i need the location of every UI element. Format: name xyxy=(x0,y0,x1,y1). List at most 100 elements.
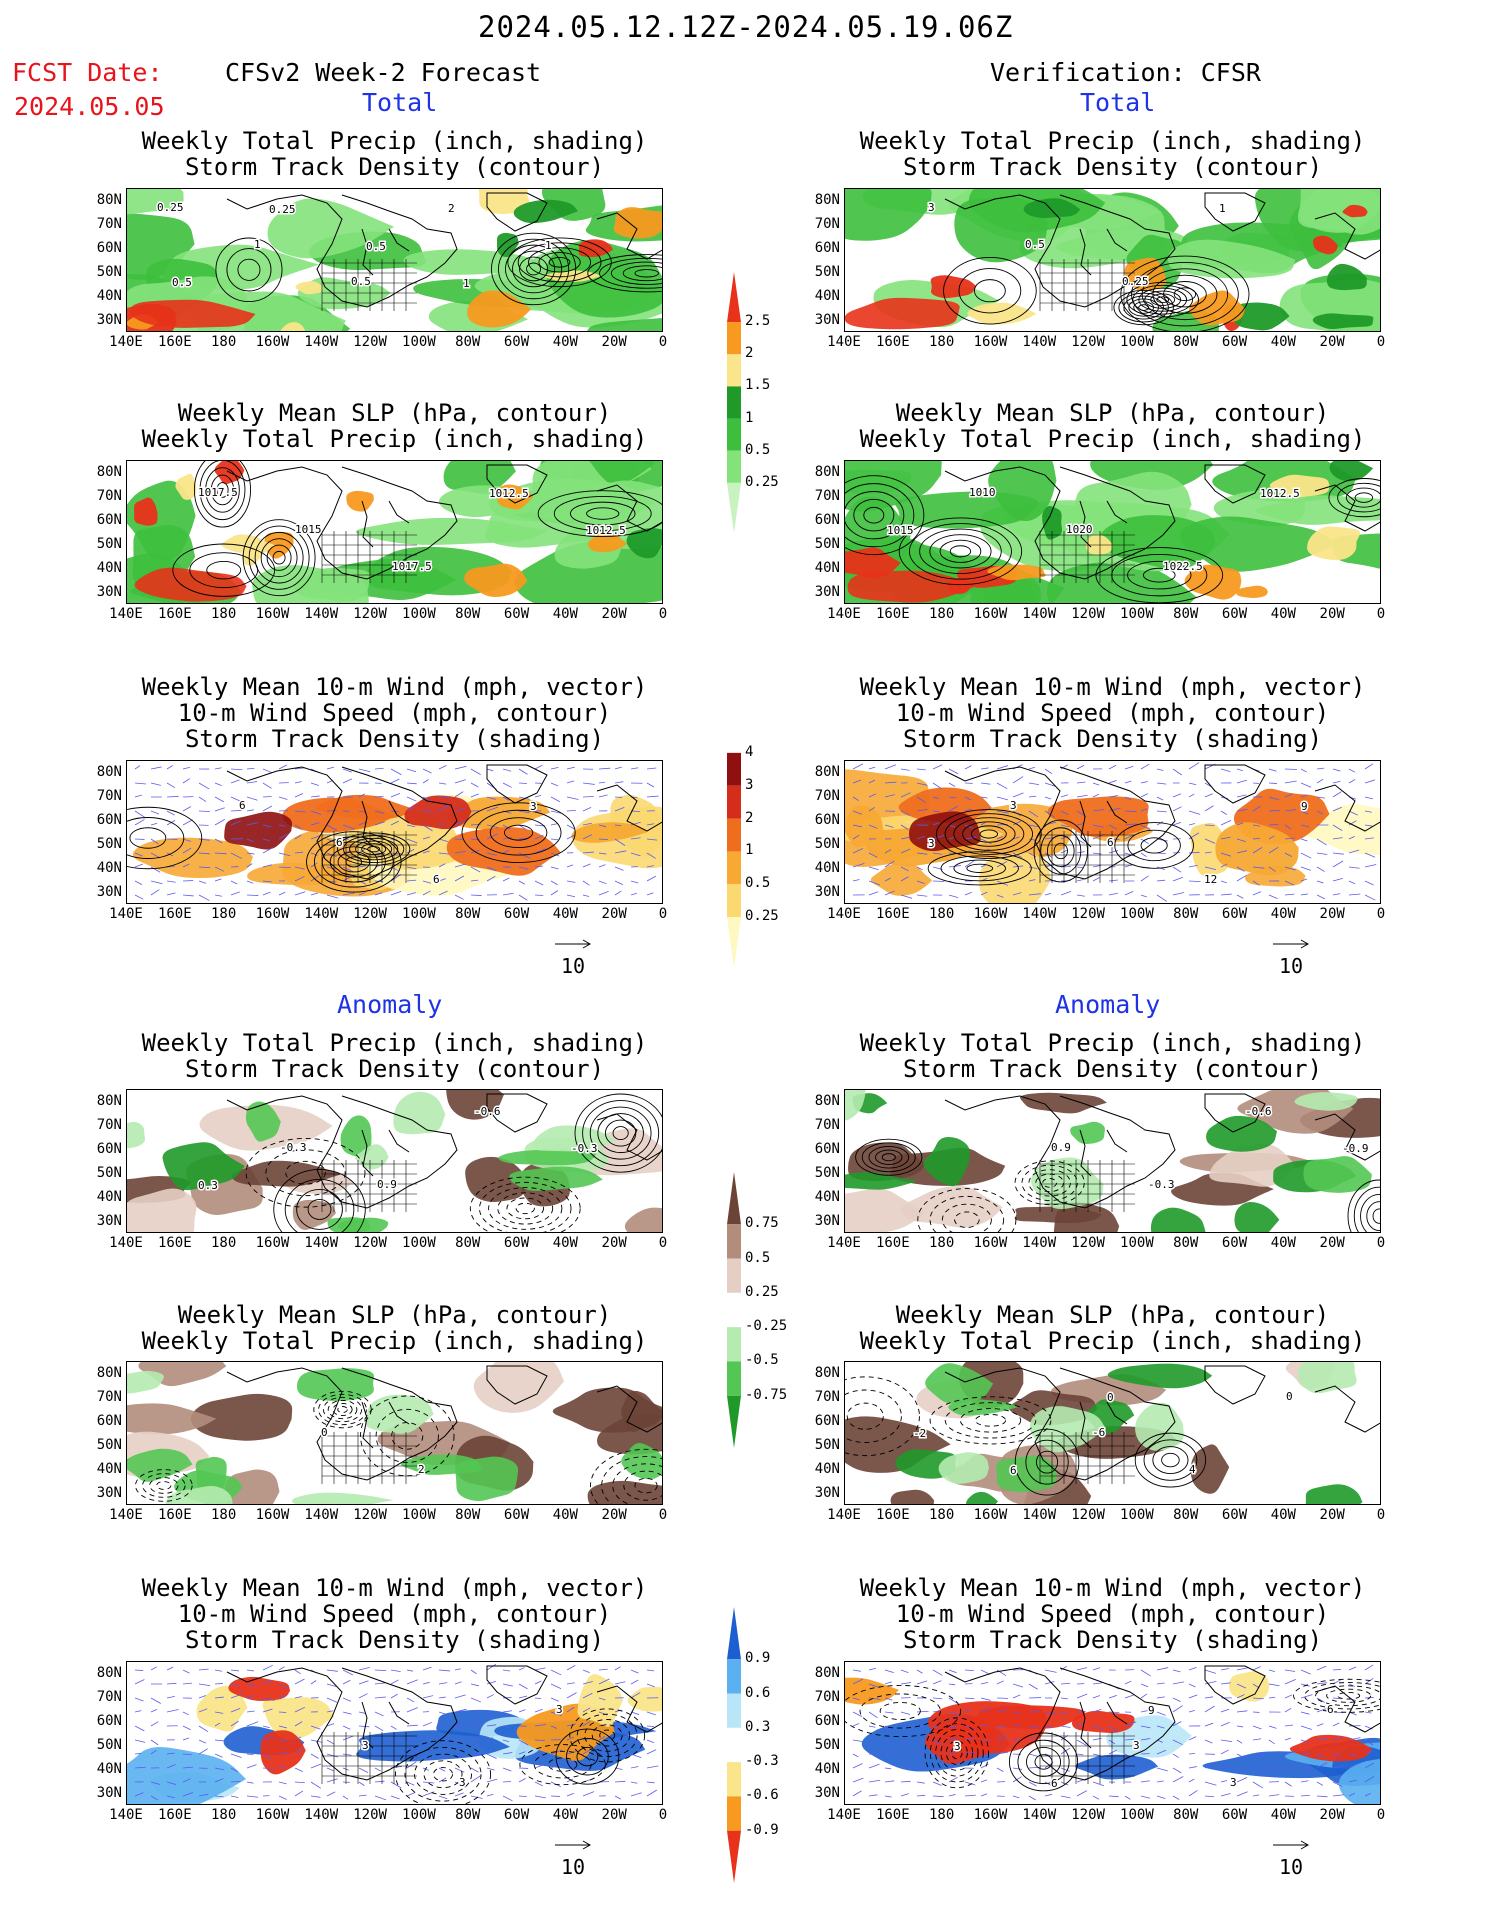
lat-tick-label: 80N xyxy=(814,464,840,480)
lon-tick-label: 140E xyxy=(827,606,861,622)
lon-tick-label: 180 xyxy=(210,1235,237,1251)
contour-label: 1012.5 xyxy=(1260,487,1300,500)
lat-tick-label: 50N xyxy=(814,264,840,280)
contour-label: 3 xyxy=(928,837,935,850)
lon-tick-label: 60W xyxy=(1221,334,1248,350)
lat-tick-label: 30N xyxy=(814,1785,840,1801)
contour-label: 0.5 xyxy=(172,276,192,289)
lat-tick-label: 60N xyxy=(814,1413,840,1429)
colorbar-total-precip xyxy=(727,272,741,533)
lon-tick-label: 100W xyxy=(402,1235,436,1251)
lon-tick-label: 180 xyxy=(928,334,955,350)
lat-tick-label: 80N xyxy=(96,764,122,780)
lon-tick-label: 160W xyxy=(255,1807,290,1823)
lon-tick-label: 80W xyxy=(1173,1507,1199,1523)
contour-label: 0.5 xyxy=(366,240,386,253)
lon-tick-label: 140E xyxy=(109,1235,143,1251)
lon-tick-label: 180 xyxy=(928,606,955,622)
lon-tick-label: 100W xyxy=(1120,334,1154,350)
colorbar-tick-label: -0.6 xyxy=(745,1787,779,1804)
lon-tick-label: 0 xyxy=(1376,1807,1386,1823)
lon-tick-label: 180 xyxy=(210,1507,237,1523)
lon-tick-label: 180 xyxy=(928,1507,955,1523)
lon-tick-label: 140W xyxy=(304,606,339,622)
contour-label: -2 xyxy=(913,1427,926,1440)
reference-vector-label: 10 xyxy=(1278,954,1304,978)
colorbar-total-storm xyxy=(727,702,741,968)
lat-tick-label: 70N xyxy=(814,1689,840,1705)
lat-tick-label: 40N xyxy=(96,1189,122,1205)
lon-tick-label: 80W xyxy=(455,1807,481,1823)
lon-tick-label: 140W xyxy=(1022,1235,1057,1251)
lon-tick-label: 60W xyxy=(1221,1235,1248,1251)
lon-tick-label: 180 xyxy=(210,906,237,922)
contour-label: 0.9 xyxy=(1051,1141,1071,1154)
lon-tick-label: 80W xyxy=(1173,906,1199,922)
colorbar-tick-label: 1 xyxy=(745,842,754,859)
map-panel-r6-right: 3 3 6 3 6 9 xyxy=(844,1661,1381,1805)
lon-tick-label: 60W xyxy=(503,1507,530,1523)
contour-label: 0.9 xyxy=(377,1178,397,1191)
lon-tick-label: 160E xyxy=(157,334,192,350)
map-panel-r3-right: 3 6 12 9 3 xyxy=(844,760,1381,904)
contour-label: 3 xyxy=(954,1740,961,1753)
contour-label: 0.25 xyxy=(1122,275,1149,288)
panel-title-r3-right-line2: 10-m Wind Speed (mph, contour) xyxy=(895,699,1330,727)
contour-label: -0.3 xyxy=(1148,1178,1175,1191)
lon-tick-label: 0 xyxy=(1376,1235,1386,1251)
contour-label: 3 xyxy=(1230,1776,1237,1789)
lon-tick-label: 120W xyxy=(353,606,387,622)
lon-tick-label: 120W xyxy=(353,906,387,922)
lon-tick-label: 80W xyxy=(455,906,481,922)
contour-label: -0.6 xyxy=(474,1105,501,1118)
contour-label: 6 xyxy=(336,836,343,849)
lat-tick-label: 30N xyxy=(96,584,122,600)
panel-title-r4-right-line1: Weekly Total Precip (inch, shading) xyxy=(859,1029,1366,1057)
contour-label: 3 xyxy=(459,1776,466,1789)
lon-tick-label: 20W xyxy=(601,1235,627,1251)
lon-tick-label: 160W xyxy=(255,334,290,350)
lat-tick-label: 60N xyxy=(96,812,122,828)
map-panel-r1-right: 3 0.5 0.25 1 xyxy=(844,188,1381,332)
lat-tick-label: 30N xyxy=(96,1485,122,1501)
lat-tick-label: 50N xyxy=(814,836,840,852)
contour-label: 1 xyxy=(463,277,470,290)
contour-label: 4 xyxy=(1189,1463,1196,1476)
lon-tick-label: 120W xyxy=(353,1235,387,1251)
lat-tick-label: 40N xyxy=(814,1461,840,1477)
map-panel-r2-left: 1017.5 1015 1017.5 1012.5 1012.5 xyxy=(126,460,663,604)
lat-tick-label: 60N xyxy=(96,1141,122,1157)
lon-tick-label: 0 xyxy=(658,906,668,922)
panel-title-r3-right-line1: Weekly Mean 10-m Wind (mph, vector) xyxy=(859,673,1366,701)
lat-tick-label: 70N xyxy=(96,1689,122,1705)
lon-tick-label: 0 xyxy=(658,1507,668,1523)
lon-tick-label: 20W xyxy=(601,906,627,922)
lon-tick-label: 120W xyxy=(1071,906,1105,922)
lat-tick-label: 80N xyxy=(96,464,122,480)
lon-tick-label: 180 xyxy=(210,606,237,622)
lat-tick-label: 80N xyxy=(96,1365,122,1381)
lat-tick-label: 80N xyxy=(814,1665,840,1681)
lon-tick-label: 100W xyxy=(1120,1235,1154,1251)
colorbar-tick-label: 2 xyxy=(745,809,754,826)
lon-tick-label: 120W xyxy=(1071,1507,1105,1523)
colorbar-tick-label: 2 xyxy=(745,345,754,362)
fcst-date-value: 2024.05.05 xyxy=(14,92,165,121)
contour-label: 0.5 xyxy=(1025,238,1045,251)
panel-title-r1-left-line1: Weekly Total Precip (inch, shading) xyxy=(141,127,648,155)
colorbar-tick-label: 0.25 xyxy=(745,908,779,925)
lon-tick-label: 160W xyxy=(255,906,290,922)
lon-tick-label: 0 xyxy=(658,606,668,622)
contour-label: 0.3 xyxy=(198,1179,218,1192)
lon-tick-label: 160E xyxy=(875,606,910,622)
lon-tick-label: 160E xyxy=(157,1507,192,1523)
contour-label: 0 xyxy=(1286,1390,1293,1403)
panel-title-r2-right-line1: Weekly Mean SLP (hPa, contour) xyxy=(895,399,1330,427)
contour-label: 3 xyxy=(1010,799,1017,812)
contour-label: 6 xyxy=(1327,1703,1334,1716)
contour-label: 6 xyxy=(239,799,246,812)
contour-label: 1 xyxy=(545,239,552,252)
panel-title-r1-left-line2: Storm Track Density (contour) xyxy=(184,153,605,181)
lat-tick-label: 40N xyxy=(96,860,122,876)
